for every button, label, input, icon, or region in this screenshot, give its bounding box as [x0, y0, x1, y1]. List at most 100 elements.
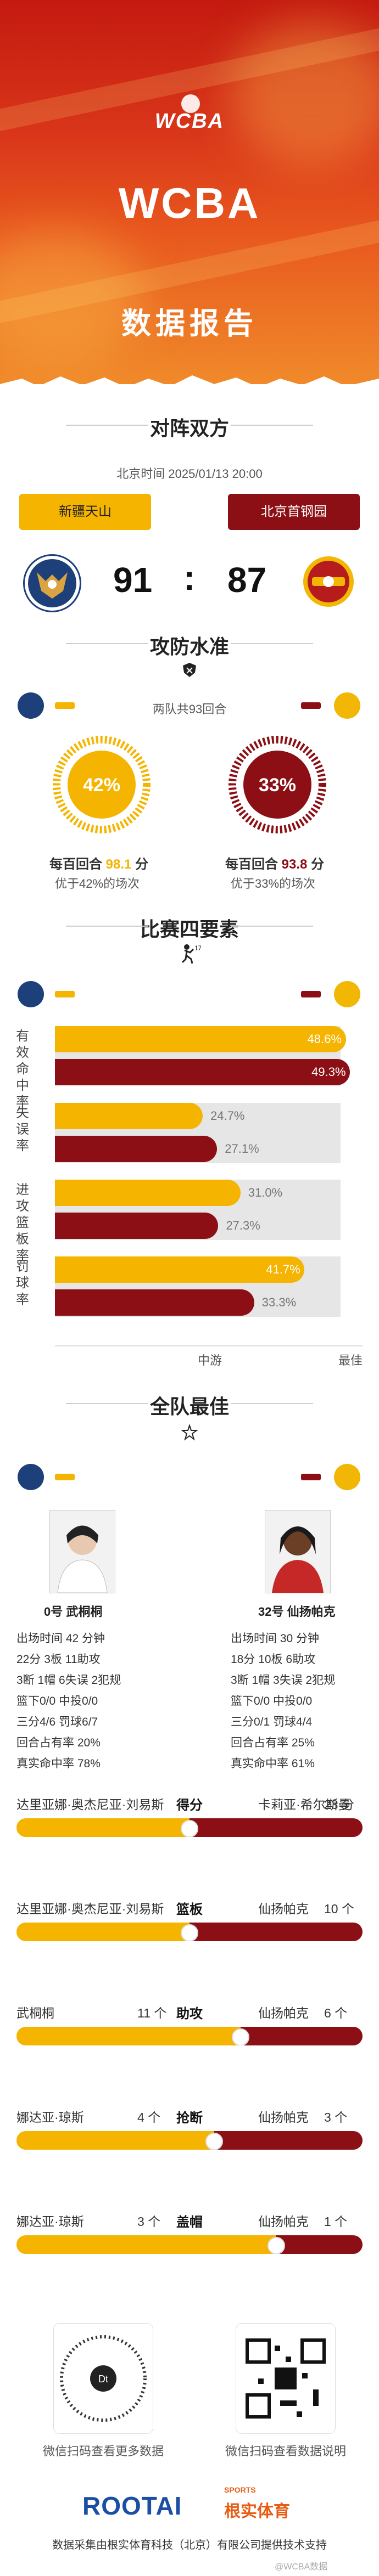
leader-home-player: 武桐桐 — [16, 2006, 54, 2020]
leader-away-value: 3 个 — [324, 2110, 348, 2124]
watermark: @WCBA数据 — [275, 2562, 328, 2572]
leader-category: 得分 — [176, 1798, 203, 1813]
brand-logo: ROOTAI — [82, 2492, 182, 2520]
home-factor-bar — [55, 1026, 346, 1052]
away-factor-value: 33.3% — [261, 1295, 297, 1309]
leader-home-bar — [16, 2027, 241, 2045]
away-team-mini-logo — [334, 1464, 360, 1490]
away-player-stat-line: 3断 1帽 3失误 2犯规 — [231, 1674, 336, 1687]
leader-divider-knob — [231, 2028, 249, 2045]
home-player-photo — [49, 1510, 115, 1593]
home-team-mini-logo — [18, 692, 44, 719]
leader-home-player: 娜达亚·琼斯 — [16, 2110, 84, 2124]
home-factor-bar — [55, 1256, 305, 1283]
away-factor-bar — [55, 1289, 254, 1316]
leader-away-player: 仙扬帕克 — [258, 2006, 309, 2020]
score-separator: : — [183, 558, 196, 598]
home-player-stat-line: 3断 1帽 6失误 2犯规 — [16, 1674, 121, 1687]
away-legend-bar — [301, 702, 321, 709]
leader-divider-knob — [205, 2133, 223, 2150]
away-player-stat-line: 回合占有率 25% — [231, 1737, 315, 1749]
player-jersey-icon: 17 — [179, 943, 202, 965]
home-player-stat-line: 出场时间 42 分钟 — [16, 1632, 105, 1645]
away-player-stat-line: 三分0/1 罚球4/4 — [231, 1716, 313, 1728]
leader-track — [16, 1818, 363, 1837]
leader-track — [16, 2131, 363, 2150]
leader-track — [16, 2235, 363, 2254]
away-player-photo — [265, 1510, 331, 1593]
leader-away-player: 仙扬帕克 — [258, 2214, 309, 2229]
home-player-stat-line: 三分4/6 罚球6/7 — [16, 1716, 98, 1728]
leader-home-player: 娜达亚·琼斯 — [16, 2214, 84, 2229]
star-icon — [181, 1423, 198, 1441]
home-legend-bar — [55, 702, 75, 709]
wcba-logo: WCBA — [126, 94, 253, 137]
away-score: 87 — [227, 560, 267, 600]
away-player-stat-line: 篮下0/0 中投0/0 — [231, 1695, 313, 1707]
away-factor-bar — [55, 1136, 218, 1162]
brand-cn: 根实体育 — [224, 2502, 290, 2521]
shield-icon — [181, 662, 198, 678]
leader-track — [16, 2027, 363, 2045]
section-title-four-factors: 比赛四要素 — [0, 914, 379, 942]
away-legend-bar — [301, 991, 321, 997]
qr-left-caption: 微信扫码查看更多数据 — [42, 2444, 164, 2458]
leader-away-bar — [190, 1923, 363, 1941]
away-team-mini-logo — [334, 981, 360, 1007]
home-player-stat-line: 篮下0/0 中投0/0 — [16, 1695, 98, 1707]
section-title-best-players: 全队最佳 — [0, 1391, 379, 1419]
svg-text:Dt: Dt — [98, 2374, 108, 2385]
factor-label: 有效命中率 — [16, 1029, 29, 1109]
data-credit: 数据采集由根实体育科技（北京）有限公司提供技术支持 — [52, 2539, 327, 2551]
leader-away-value: 1 个 — [324, 2214, 348, 2229]
qr-right-caption: 微信扫码查看数据说明 — [225, 2444, 346, 2458]
hero-glow — [0, 230, 143, 362]
away-better-note: 优于33%的场次 — [231, 877, 316, 890]
leader-category: 抢断 — [176, 2111, 203, 2126]
home-factor-value: 31.0% — [248, 1186, 283, 1199]
leader-away-bar — [190, 1818, 363, 1837]
ff-axis — [55, 1345, 363, 1346]
home-player-name: 0号 武桐桐 — [44, 1605, 103, 1619]
leader-category: 篮板 — [176, 1902, 203, 1917]
section-title-matchup: 对阵双方 — [0, 413, 379, 441]
home-player-stat-line: 回合占有率 20% — [16, 1737, 101, 1749]
brand-sports: SPORTS — [224, 2485, 256, 2494]
qr-code-right[interactable] — [236, 2324, 335, 2433]
away-efficiency-ring: 33% — [228, 736, 326, 833]
leader-divider-knob — [267, 2237, 285, 2254]
leader-away-value: 23 分 — [324, 1797, 354, 1812]
leader-home-value: 4 个 — [137, 2110, 161, 2124]
away-player-stat-line: 出场时间 30 分钟 — [231, 1632, 320, 1645]
away-factor-value: 49.3% — [311, 1065, 346, 1079]
leader-home-value: 3 个 — [137, 2214, 161, 2229]
qr-code-left[interactable]: Dt — [54, 2324, 153, 2433]
hero-banner: WCBA WCBA 数据报告 — [0, 0, 379, 384]
scale-best-label: 最佳 — [338, 1354, 363, 1367]
away-factor-bar — [55, 1213, 219, 1239]
home-pct-text: 42% — [83, 775, 120, 796]
away-team-mini-logo — [334, 692, 360, 719]
away-team-button[interactable]: 北京首钢园 — [228, 494, 360, 530]
home-team-mini-logo — [18, 1464, 44, 1490]
leader-track — [16, 1923, 363, 1941]
leader-home-player: 达里亚娜·奥杰尼亚·刘易斯 — [16, 1902, 164, 1916]
home-legend-bar — [55, 991, 75, 997]
leader-home-value: 11 个 — [137, 2006, 167, 2020]
leader-home-bar — [16, 2131, 214, 2150]
leader-away-bar — [240, 2027, 363, 2045]
away-legend-bar — [301, 1474, 321, 1480]
basketball-icon — [181, 94, 200, 113]
leader-away-player: 卡莉亚·希尔斯曼 — [258, 1797, 351, 1812]
away-factor-value: 27.1% — [225, 1142, 259, 1155]
home-score: 91 — [113, 560, 153, 600]
leader-category: 助攻 — [176, 2006, 203, 2021]
factor-label: 罚球率 — [16, 1259, 29, 1307]
home-team-button[interactable]: 新疆天山 — [19, 494, 151, 530]
away-player-name: 32号 仙扬帕克 — [258, 1605, 336, 1619]
scale-mid-label: 中游 — [198, 1354, 222, 1367]
away-factor-value: 27.3% — [226, 1219, 260, 1232]
hero-title: WCBA — [118, 179, 261, 227]
home-team-mini-logo — [18, 981, 44, 1007]
hero-glow — [231, 22, 379, 165]
